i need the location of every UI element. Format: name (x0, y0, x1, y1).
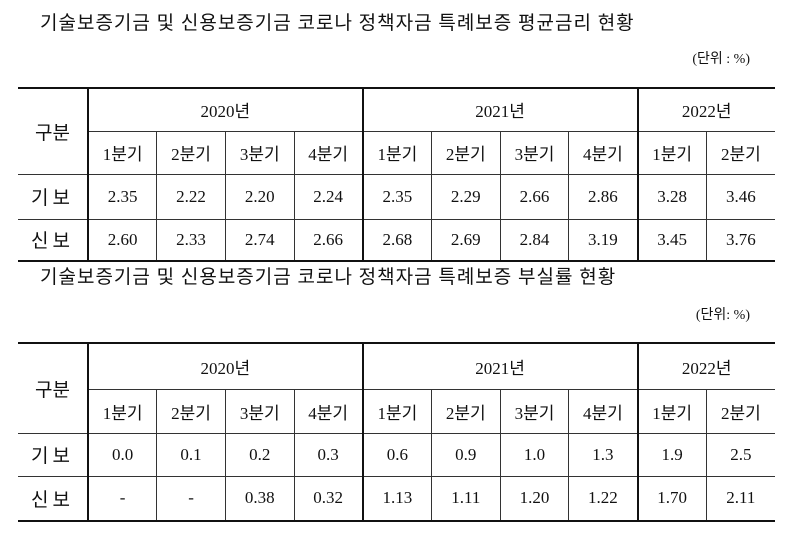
quarter-header: 1분기 (361, 130, 432, 175)
value-cell: 0.2 (224, 432, 295, 477)
value-cell: 0.1 (156, 432, 226, 477)
table-title: 기술보증기금 및 신용보증기금 코로나 정책자금 특례보증 평균금리 현황 (40, 13, 635, 34)
year-header: 2022년 (636, 342, 775, 390)
data-table: 구분 2020년 2021년 2022년 1분기 2분기 3분기 4분기 1분기 2분기 3분기 4분… (18, 87, 775, 262)
value-cell: - (156, 475, 226, 522)
quarter-header: 4분기 (568, 388, 638, 434)
value-cell: 1.70 (636, 475, 707, 522)
year-header: 2020년 (87, 87, 364, 132)
value-cell: 3.45 (636, 218, 707, 262)
data-row: 신보 2.60 2.33 2.74 2.66 2.68 2.69 2.84 3.19 3.45 3.… (18, 218, 775, 262)
value-cell: 2.35 (361, 173, 432, 220)
quarter-header: 2분기 (705, 130, 775, 175)
value-cell: 2.74 (224, 218, 295, 262)
data-row: 기보 2.35 2.22 2.20 2.24 2.35 2.29 2.66 2.86 3.28 3.… (18, 173, 775, 220)
year-header: 2020년 (87, 342, 364, 390)
value-cell: 0.32 (293, 475, 364, 522)
value-cell: 2.66 (499, 173, 570, 220)
value-cell: 2.22 (156, 173, 226, 220)
quarter-header: 4분기 (293, 388, 364, 434)
value-cell: - (87, 475, 158, 522)
value-cell: 3.46 (705, 173, 775, 220)
quarter-header: 4분기 (568, 130, 638, 175)
quarter-header: 3분기 (499, 388, 570, 434)
value-cell: 2.60 (87, 218, 158, 262)
value-cell: 0.9 (430, 432, 501, 477)
value-cell: 2.5 (705, 432, 775, 477)
value-cell: 1.13 (361, 475, 432, 522)
value-cell: 2.24 (293, 173, 364, 220)
value-cell: 1.22 (568, 475, 638, 522)
quarter-header: 2분기 (430, 388, 501, 434)
value-cell: 1.9 (636, 432, 707, 477)
value-cell: 2.35 (87, 173, 158, 220)
data-table: 구분 2020년 2021년 2022년 1분기 2분기 3분기 4분기 1분기 2분기 3분기 4분… (18, 342, 775, 522)
year-header: 2021년 (361, 342, 638, 390)
quarter-header: 1분기 (636, 388, 707, 434)
value-cell: 2.86 (568, 173, 638, 220)
quarter-header: 2분기 (156, 388, 226, 434)
value-cell: 2.84 (499, 218, 570, 262)
value-cell: 0.3 (293, 432, 364, 477)
corner-cell: 구분 (18, 87, 89, 175)
quarter-header: 1분기 (361, 388, 432, 434)
header-row: 구분 2020년 2021년 2022년 (18, 342, 775, 434)
quarter-header: 2분기 (430, 130, 501, 175)
row-header: 신보 (18, 475, 89, 522)
quarter-header: 4분기 (293, 130, 364, 175)
value-cell: 0.6 (361, 432, 432, 477)
value-cell: 1.3 (568, 432, 638, 477)
unit-note: (단위: %) (695, 308, 750, 323)
quarter-header: 1분기 (87, 388, 158, 434)
value-cell: 2.29 (430, 173, 501, 220)
value-cell: 2.68 (361, 218, 432, 262)
quarter-header: 2분기 (156, 130, 226, 175)
quarter-header: 3분기 (499, 130, 570, 175)
value-cell: 3.76 (705, 218, 775, 262)
header-row: 구분 2020년 2021년 2022년 (18, 87, 775, 175)
value-cell: 1.11 (430, 475, 501, 522)
year-header: 2022년 (636, 87, 775, 132)
value-cell: 1.20 (499, 475, 570, 522)
value-cell: 2.11 (705, 475, 775, 522)
value-cell: 0.0 (87, 432, 158, 477)
quarter-header: 3분기 (224, 130, 295, 175)
value-cell: 0.38 (224, 475, 295, 522)
corner-cell: 구분 (18, 342, 89, 434)
value-cell: 2.66 (293, 218, 364, 262)
value-cell: 2.69 (430, 218, 501, 262)
header-row: 1분기 2분기 3분기 4분기 1분기 2분기 3분기 4분기 1분기 2분기 (18, 388, 775, 434)
quarter-header: 2분기 (705, 388, 775, 434)
quarter-header: 3분기 (224, 388, 295, 434)
row-header: 기보 (18, 173, 89, 220)
quarter-header: 1분기 (636, 130, 707, 175)
row-header: 기보 (18, 432, 89, 477)
value-cell: 2.33 (156, 218, 226, 262)
unit-note: (단위 : %) (692, 52, 750, 67)
data-row: 신보 - -0.38 0.32 1.13 1.11 1.20 1.22 1.70 2.11 (18, 475, 775, 522)
data-row: 기보 0.0 0.1 0.2 0.3 0.6 0.9 1.0 1.3 1.9 2.5 (18, 432, 775, 477)
row-header: 신보 (18, 218, 89, 262)
value-cell: 2.20 (224, 173, 295, 220)
value-cell: 1.0 (499, 432, 570, 477)
value-cell: 3.19 (568, 218, 638, 262)
year-header: 2021년 (361, 87, 638, 132)
header-row: 1분기 2분기 3분기 4분기 1분기 2분기 3분기 4분기 1분기 2분기 (18, 130, 775, 175)
quarter-header: 1분기 (87, 130, 158, 175)
table-title: 기술보증기금 및 신용보증기금 코로나 정책자금 특례보증 부실률 현황 (40, 267, 617, 288)
value-cell: 3.28 (636, 173, 707, 220)
